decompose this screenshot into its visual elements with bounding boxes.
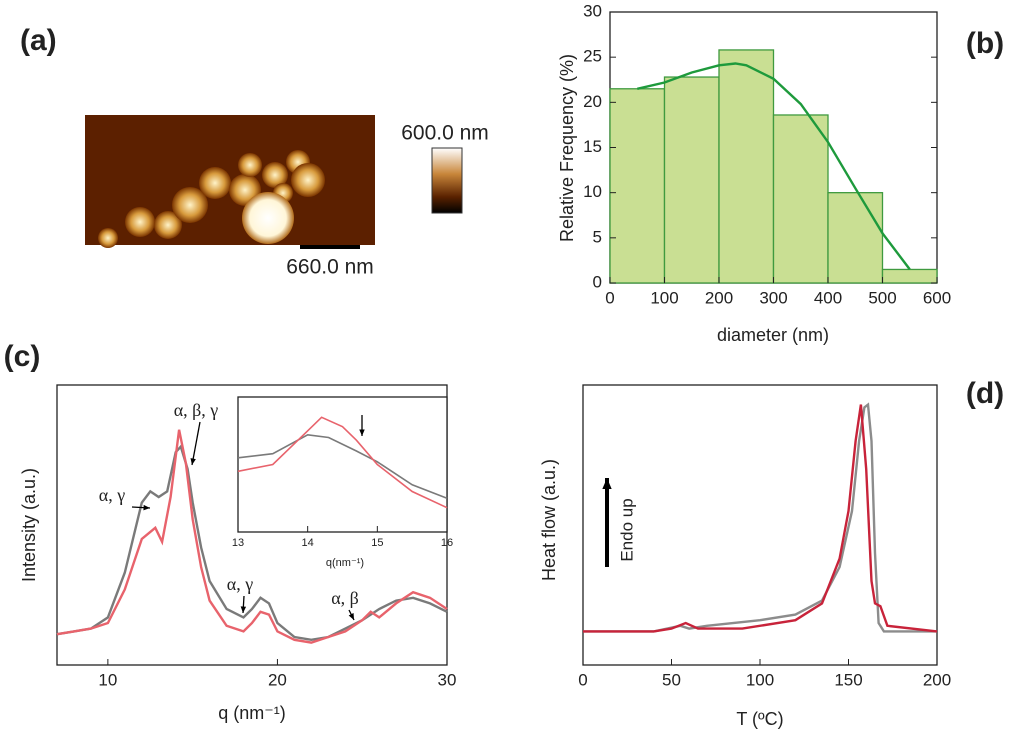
scale-bar-label: 660.0 nm: [286, 256, 374, 279]
histogram-bar: [828, 193, 883, 283]
annotation: Endo up: [617, 498, 636, 561]
histogram-bar: [610, 89, 665, 283]
x-tick-label: 500: [868, 288, 896, 307]
y-axis-label: Relative Frequency (%): [557, 54, 577, 242]
x-axis-label: q(nm⁻¹): [326, 557, 364, 569]
y-axis-label: Intensity (a.u.): [19, 468, 39, 582]
histogram-bar: [665, 77, 720, 283]
x-tick-label: 200: [705, 288, 733, 307]
y-tick-label: 5: [593, 227, 602, 246]
panel-label: (c): [4, 340, 41, 373]
y-axis-label: Heat flow (a.u.): [539, 459, 559, 581]
x-tick-label: 600: [923, 288, 951, 307]
x-tick-label: 20: [268, 670, 287, 689]
x-tick-label: 30: [438, 670, 457, 689]
x-tick-label: 0: [605, 288, 614, 307]
afm-image: [85, 115, 375, 248]
y-tick-label: 25: [583, 47, 602, 66]
x-tick-label: 16: [441, 537, 453, 549]
panel-label: (d): [966, 377, 1004, 410]
annotation: α, γ: [99, 485, 125, 505]
x-tick-label: 200: [923, 670, 951, 689]
annotation: α, β: [331, 588, 359, 608]
y-tick-label: 30: [583, 1, 602, 20]
x-tick-label: 13: [232, 537, 244, 549]
x-tick-label: 100: [650, 288, 678, 307]
figure: (a) 600.0 nm 660.0 nm 010020030040050060…: [0, 0, 1009, 738]
y-tick-label: 0: [593, 272, 602, 291]
x-tick-label: 300: [759, 288, 787, 307]
y-tick-label: 10: [583, 182, 602, 201]
x-tick-label: 14: [302, 537, 314, 549]
x-tick-label: 0: [578, 670, 587, 689]
colorbar-label: 600.0 nm: [401, 122, 489, 145]
x-tick-label: 50: [662, 670, 681, 689]
x-tick-label: 10: [98, 670, 117, 689]
histogram-bar: [883, 269, 938, 283]
x-axis-label: diameter (nm): [717, 325, 829, 345]
panel-label: (a): [20, 24, 57, 57]
panel-label: (b): [966, 27, 1004, 60]
histogram-bar: [719, 50, 774, 283]
annotation: α, γ: [227, 574, 253, 594]
x-axis-label: q (nm⁻¹): [218, 703, 286, 723]
x-tick-label: 15: [371, 537, 383, 549]
x-tick-label: 150: [834, 670, 862, 689]
histogram-bar: [774, 115, 829, 283]
colorbar: [432, 148, 462, 213]
x-tick-label: 400: [814, 288, 842, 307]
x-axis-label: T (ºC): [736, 709, 783, 729]
annotation: α, β, γ: [174, 400, 219, 420]
x-tick-label: 100: [746, 670, 774, 689]
y-tick-label: 15: [583, 137, 602, 156]
y-tick-label: 20: [583, 92, 602, 111]
